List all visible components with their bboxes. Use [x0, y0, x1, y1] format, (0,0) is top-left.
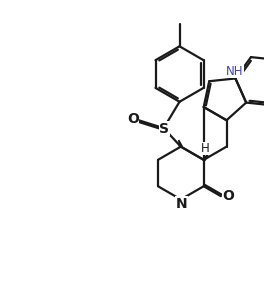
- Text: O: O: [127, 112, 139, 126]
- Text: S: S: [159, 122, 169, 136]
- Text: H: H: [201, 142, 209, 155]
- Text: O: O: [222, 189, 234, 203]
- Text: NH: NH: [226, 65, 244, 77]
- Polygon shape: [179, 140, 182, 147]
- Text: N: N: [175, 197, 187, 211]
- Polygon shape: [202, 154, 209, 161]
